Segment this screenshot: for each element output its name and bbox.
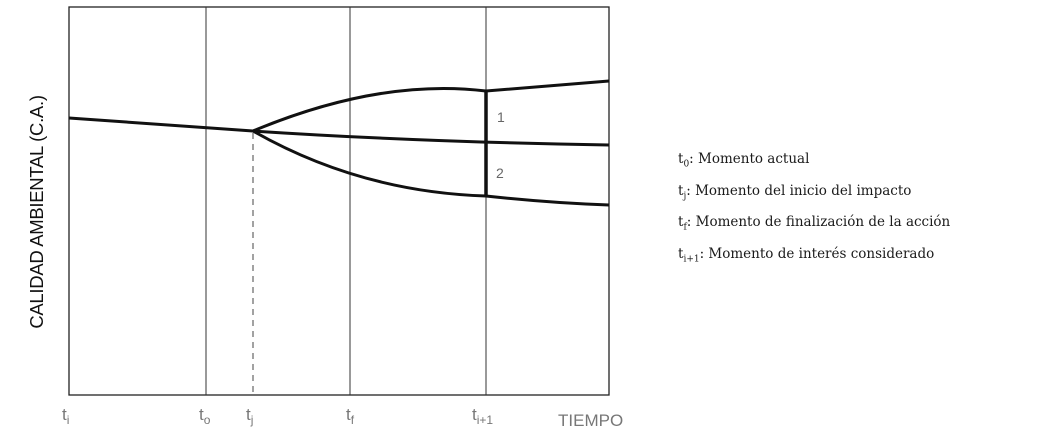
x-axis-label: TIEMPO <box>558 411 623 430</box>
legend-text: : Momento de finalización de la acción <box>686 214 951 231</box>
time-mark-ti: ti <box>62 405 69 427</box>
y-axis-label: CALIDAD AMBIENTAL (C.A.) <box>26 95 47 328</box>
legend-item-t0: t0: Momento actual <box>678 146 1043 178</box>
legend-text: : Momento actual <box>689 151 810 167</box>
legend-text: : Momento de interés considerado <box>699 246 935 263</box>
zone-label-1: 1 <box>497 109 505 125</box>
legend: t0: Momento actual tj: Momento del inici… <box>678 146 1043 273</box>
legend-item-tj: tj: Momento del inicio del impacto <box>678 178 1043 210</box>
legend-item-tf: tf: Momento de finalización de la acción <box>678 209 1043 241</box>
baseline-curve <box>68 116 254 133</box>
middle-curve <box>252 129 610 147</box>
legend-item-ti1: ti+1: Momento de interés considerado <box>678 241 1043 273</box>
time-mark-tj: tj <box>246 405 253 427</box>
plot-frame <box>68 6 610 396</box>
time-mark-tf: tf <box>346 405 355 427</box>
zone-label-2: 2 <box>496 165 504 181</box>
time-mark-ti1: ti+1 <box>472 405 493 427</box>
legend-symbol: tf <box>678 214 687 234</box>
legend-symbol: ti+1 <box>678 246 700 265</box>
legend-symbol: t0 <box>678 151 690 170</box>
legend-text: : Momento del inicio del impacto <box>686 182 912 199</box>
time-mark-t0: to <box>199 405 211 427</box>
legend-symbol: tj <box>678 182 687 202</box>
upper-curve <box>252 79 610 133</box>
lower-curve <box>252 129 610 207</box>
